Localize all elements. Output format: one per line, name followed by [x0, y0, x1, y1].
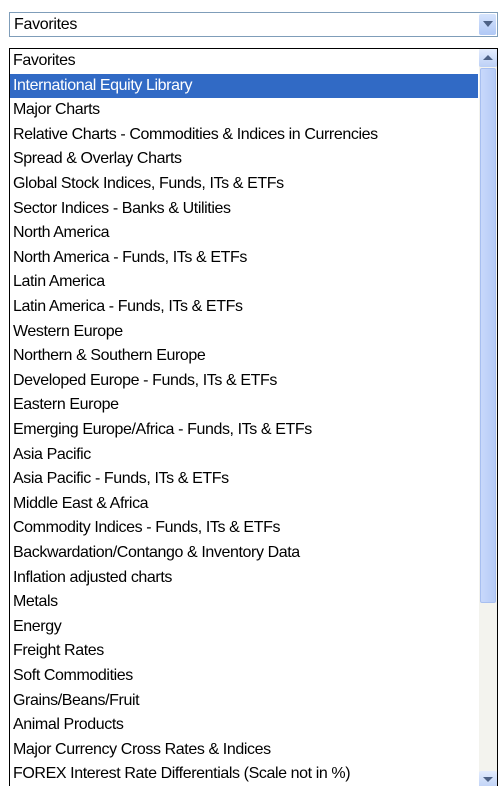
- scroll-down[interactable]: [479, 771, 497, 786]
- list-item[interactable]: Western Europe: [13, 322, 123, 340]
- list-item[interactable]: FOREX Interest Rate Differentials (Scale…: [13, 765, 351, 783]
- list-item[interactable]: Middle East & Africa: [13, 494, 149, 512]
- list-item[interactable]: North America - Funds, ITs & ETFs: [13, 248, 247, 266]
- list-item[interactable]: Soft Commodities: [13, 667, 133, 684]
- scroll-up[interactable]: [479, 49, 497, 67]
- list-item[interactable]: Sector Indices - Banks & Utilities: [13, 199, 231, 217]
- list-item[interactable]: Global Stock Indices, Funds, ITs & ETFs: [13, 175, 284, 192]
- list-item[interactable]: Latin America - Funds, ITs & ETFs: [13, 298, 243, 315]
- list-item[interactable]: Spread & Overlay Charts: [13, 150, 182, 168]
- list-item[interactable]: Latin America: [13, 273, 105, 291]
- list-item[interactable]: Developed Europe - Funds, ITs & ETFs: [13, 371, 277, 389]
- arrow-icon: [483, 55, 493, 60]
- list-item[interactable]: Commodity Indices - Funds, ITs & ETFs: [13, 519, 281, 537]
- arrow-icon: [483, 777, 493, 782]
- list-item[interactable]: North America: [13, 224, 110, 242]
- list-item[interactable]: Major Charts: [13, 101, 100, 119]
- list-item[interactable]: International Equity Library: [10, 73, 478, 99]
- arrow-icon: [483, 21, 493, 27]
- list-item[interactable]: Northern & Southern Europe: [13, 347, 206, 365]
- list-item[interactable]: Emerging Europe/Africa - Funds, ITs & ET…: [13, 421, 312, 438]
- scroll-thumb[interactable]: [480, 68, 496, 603]
- list-item[interactable]: Freight Rates: [13, 642, 104, 660]
- list-item[interactable]: Inflation adjusted charts: [13, 568, 172, 586]
- list-item[interactable]: Backwardation/Contango & Inventory Data: [13, 544, 300, 561]
- dropdown-list: Favorites International Equity Library Maj…: [9, 48, 498, 786]
- combo-value: Favorites: [14, 16, 78, 33]
- list-item[interactable]: Major Currency Cross Rates & Indices: [13, 740, 271, 758]
- list-item[interactable]: Eastern Europe: [13, 396, 119, 414]
- list-item[interactable]: Animal Products: [13, 716, 124, 734]
- list-item[interactable]: Favorites: [13, 52, 76, 69]
- list-item[interactable]: Asia Pacific - Funds, ITs & ETFs: [13, 470, 229, 488]
- list-item[interactable]: Metals: [13, 593, 58, 611]
- scrollbar[interactable]: [479, 49, 497, 786]
- combo-box[interactable]: Favorites: [9, 12, 498, 37]
- list-item[interactable]: Grains/Beans/Fruit: [13, 691, 140, 709]
- list-item[interactable]: Relative Charts - Commodities & Indices …: [13, 125, 378, 143]
- list-item[interactable]: Asia Pacific: [13, 445, 91, 463]
- list-item[interactable]: Energy: [13, 617, 62, 635]
- dropdown-button[interactable]: [479, 14, 496, 35]
